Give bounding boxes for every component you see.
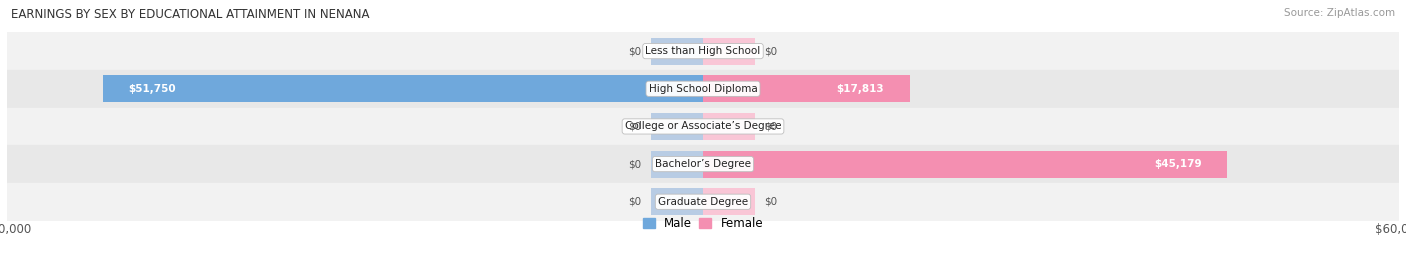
Text: $45,179: $45,179 bbox=[1154, 159, 1202, 169]
Bar bbox=[703, 38, 755, 65]
Legend: Male, Female: Male, Female bbox=[643, 217, 763, 230]
Bar bbox=[7, 108, 1399, 145]
Bar bbox=[103, 75, 703, 102]
Text: $17,813: $17,813 bbox=[837, 84, 884, 94]
Text: $0: $0 bbox=[628, 197, 641, 207]
Bar bbox=[651, 151, 703, 178]
Bar bbox=[703, 113, 755, 140]
Text: High School Diploma: High School Diploma bbox=[648, 84, 758, 94]
Text: Source: ZipAtlas.com: Source: ZipAtlas.com bbox=[1284, 8, 1395, 18]
Text: $0: $0 bbox=[765, 197, 778, 207]
Bar bbox=[651, 113, 703, 140]
Text: College or Associate’s Degree: College or Associate’s Degree bbox=[624, 121, 782, 132]
Text: $0: $0 bbox=[628, 46, 641, 56]
Text: $0: $0 bbox=[765, 46, 778, 56]
Bar bbox=[703, 151, 1227, 178]
Bar bbox=[703, 188, 755, 215]
Text: EARNINGS BY SEX BY EDUCATIONAL ATTAINMENT IN NENANA: EARNINGS BY SEX BY EDUCATIONAL ATTAINMEN… bbox=[11, 8, 370, 21]
Text: $0: $0 bbox=[765, 121, 778, 132]
Bar bbox=[703, 75, 910, 102]
Bar bbox=[651, 38, 703, 65]
Bar bbox=[7, 145, 1399, 183]
Bar bbox=[7, 70, 1399, 108]
Text: $51,750: $51,750 bbox=[128, 84, 176, 94]
Text: Less than High School: Less than High School bbox=[645, 46, 761, 56]
Text: $0: $0 bbox=[628, 121, 641, 132]
Bar bbox=[7, 32, 1399, 70]
Bar bbox=[7, 183, 1399, 221]
Text: $0: $0 bbox=[628, 159, 641, 169]
Text: Bachelor’s Degree: Bachelor’s Degree bbox=[655, 159, 751, 169]
Bar bbox=[651, 188, 703, 215]
Text: Graduate Degree: Graduate Degree bbox=[658, 197, 748, 207]
